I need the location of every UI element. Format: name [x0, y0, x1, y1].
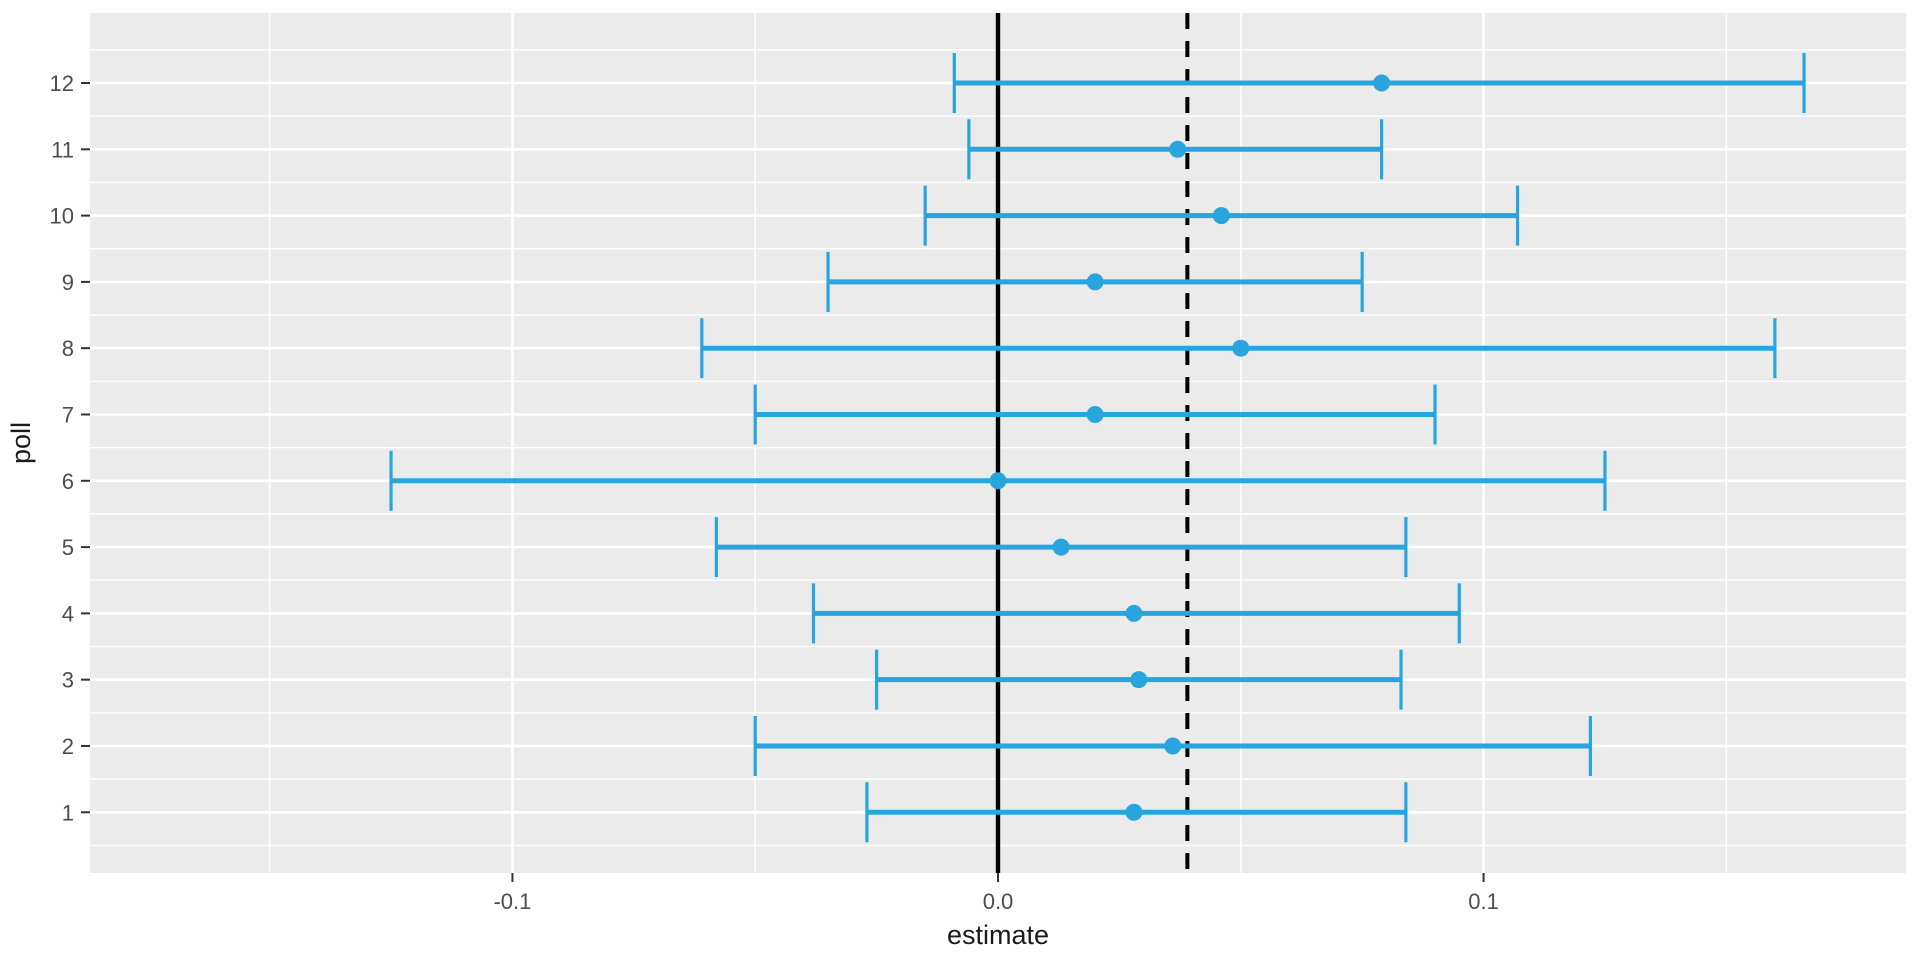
estimate-point	[1125, 604, 1143, 622]
y-tick-label: 10	[50, 204, 74, 229]
errorbar-row	[811, 583, 1461, 644]
estimate-point	[1130, 671, 1148, 689]
y-tick-label: 1	[62, 800, 74, 825]
errorbar-row	[753, 384, 1437, 445]
errorbar-row	[923, 185, 1520, 246]
y-axis-title: poll	[6, 422, 36, 464]
y-tick-label: 9	[62, 270, 74, 295]
estimate-point	[1212, 207, 1230, 225]
x-tick-label: 0.1	[1468, 889, 1499, 914]
errorbar-row	[714, 517, 1408, 578]
y-tick-label: 2	[62, 734, 74, 759]
estimate-point	[1169, 140, 1187, 158]
estimate-point	[989, 472, 1007, 490]
errorbar-row	[967, 119, 1384, 180]
errorbar-row	[753, 715, 1592, 776]
errorbar-row	[700, 318, 1777, 379]
estimate-point	[1086, 405, 1104, 423]
y-tick-label: 7	[62, 402, 74, 427]
y-tick-label: 4	[62, 601, 74, 626]
y-tick-label: 6	[62, 469, 74, 494]
errorbar-row	[865, 782, 1408, 843]
estimate-point	[1373, 74, 1391, 92]
estimate-point	[1086, 273, 1104, 291]
errorbar-row	[826, 251, 1364, 312]
y-tick-label: 5	[62, 535, 74, 560]
y-tick-label: 8	[62, 336, 74, 361]
estimate-point	[1125, 803, 1143, 821]
y-tick-label: 11	[51, 137, 74, 162]
errorbar-row	[952, 53, 1806, 114]
errorbar-row	[875, 649, 1403, 710]
reference-line-layer	[995, 13, 1190, 873]
y-tick-label: 12	[50, 71, 74, 96]
x-tick-label: -0.1	[493, 889, 531, 914]
errorbar-series-layer	[389, 53, 1806, 843]
errorbar-row	[389, 450, 1607, 511]
estimate-point	[1232, 339, 1250, 357]
estimate-point	[1164, 737, 1182, 755]
estimate-point	[1052, 538, 1070, 556]
x-tick-label: 0.0	[983, 889, 1014, 914]
y-tick-label: 3	[62, 668, 74, 693]
x-axis-title: estimate	[947, 920, 1049, 950]
